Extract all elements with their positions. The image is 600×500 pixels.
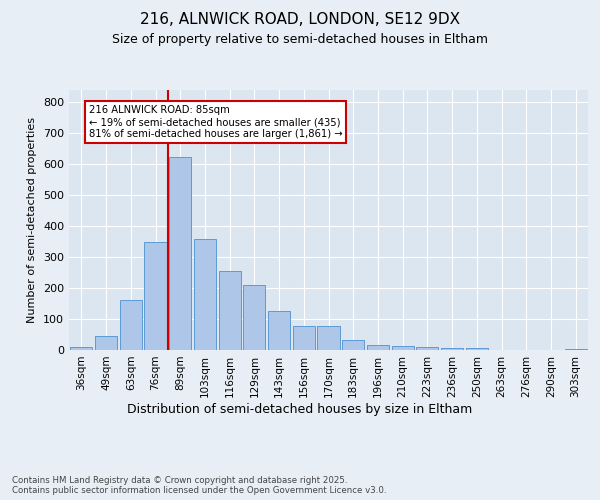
Bar — [268, 312, 290, 350]
Text: Size of property relative to semi-detached houses in Eltham: Size of property relative to semi-detach… — [112, 32, 488, 46]
Bar — [218, 271, 241, 350]
Bar — [565, 349, 587, 350]
Text: 216, ALNWICK ROAD, LONDON, SE12 9DX: 216, ALNWICK ROAD, LONDON, SE12 9DX — [140, 12, 460, 28]
Bar — [243, 285, 265, 350]
Bar — [70, 347, 92, 350]
Bar — [119, 300, 142, 350]
Text: Contains HM Land Registry data © Crown copyright and database right 2025.
Contai: Contains HM Land Registry data © Crown c… — [12, 476, 386, 495]
Bar — [95, 336, 117, 350]
Bar — [466, 348, 488, 350]
Text: 216 ALNWICK ROAD: 85sqm
← 19% of semi-detached houses are smaller (435)
81% of s: 216 ALNWICK ROAD: 85sqm ← 19% of semi-de… — [89, 106, 343, 138]
Bar — [342, 340, 364, 350]
Bar — [416, 347, 439, 350]
Y-axis label: Number of semi-detached properties: Number of semi-detached properties — [28, 117, 37, 323]
Bar — [392, 346, 414, 350]
Bar — [441, 348, 463, 350]
Bar — [169, 156, 191, 350]
Bar — [367, 345, 389, 350]
Bar — [145, 242, 167, 350]
Bar — [317, 326, 340, 350]
Bar — [293, 326, 315, 350]
Bar — [194, 238, 216, 350]
Text: Distribution of semi-detached houses by size in Eltham: Distribution of semi-detached houses by … — [127, 402, 473, 415]
